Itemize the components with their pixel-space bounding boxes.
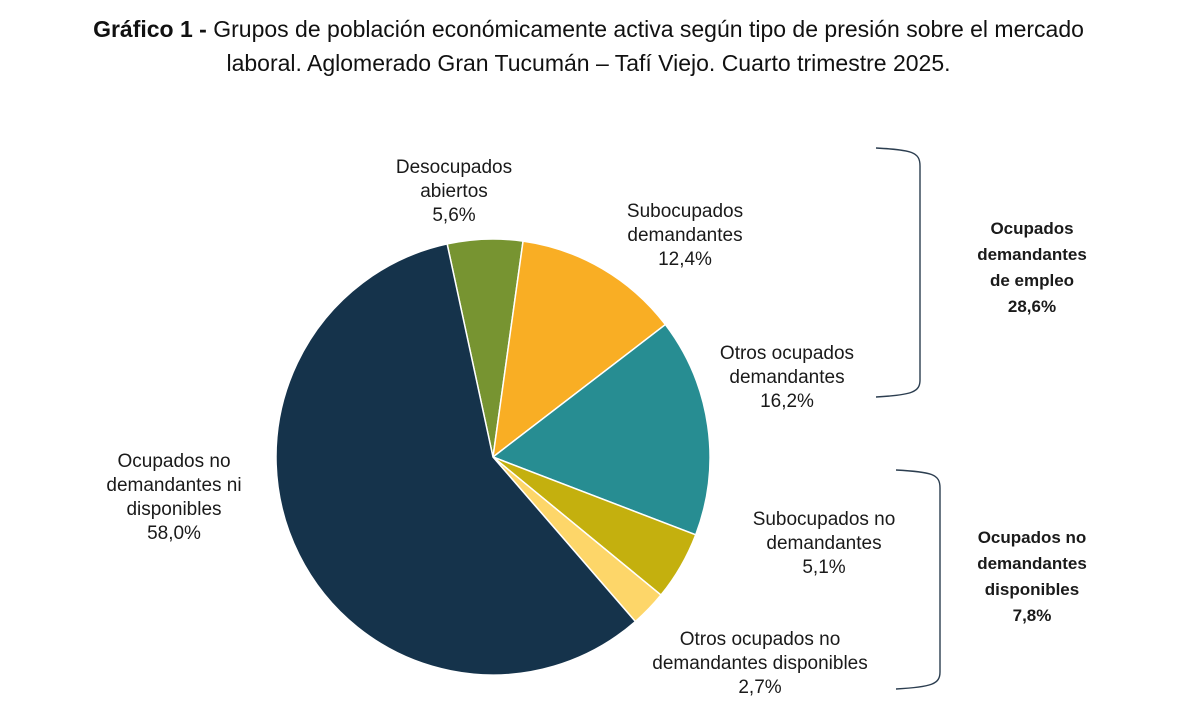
slice-name-line: demandantes xyxy=(766,533,881,554)
slice-label-3: Otros ocupados demandantes 16,2% xyxy=(720,343,854,412)
group-bracket-1 xyxy=(875,147,921,398)
slice-name-line: demandantes xyxy=(729,367,844,388)
slice-name-line: Subocupados no xyxy=(753,509,896,530)
slice-name-line: demandantes ni xyxy=(106,475,241,496)
chart-title: Gráfico 1 - Grupos de población económic… xyxy=(60,12,1117,80)
pie-slice-6 xyxy=(275,243,637,676)
slice-name-line: Otros ocupados no xyxy=(680,629,841,650)
slice-label-1: Desocupados abiertos 5,6% xyxy=(396,157,512,226)
slice-name-line: Ocupados no xyxy=(117,451,230,472)
slice-name-line: abiertos xyxy=(420,181,488,202)
slice-value-label: 58,0% xyxy=(147,523,201,544)
slice-value-label: 5,1% xyxy=(802,557,845,578)
slice-value-label: 5,6% xyxy=(432,205,475,226)
slice-name-line: disponibles xyxy=(126,499,221,520)
group-name-line: de empleo xyxy=(990,271,1074,290)
group-name-line: disponibles xyxy=(985,580,1079,599)
group-labels: Ocupados demandantes de empleo 28,6%Ocupado… xyxy=(977,219,1087,625)
slice-value-label: 12,4% xyxy=(658,249,712,270)
slice-name-line: Desocupados xyxy=(396,157,512,178)
group-name-line: demandantes xyxy=(977,554,1087,573)
chart-title-text: Grupos de población económicamente activ… xyxy=(213,16,1084,76)
slice-name-line: demandantes disponibles xyxy=(652,653,868,674)
chart-title-prefix: Gráfico 1 - xyxy=(93,16,207,42)
pie-slice-3 xyxy=(491,323,711,536)
slice-label-6: Ocupados no demandantes ni disponibles 58,0… xyxy=(106,451,241,544)
slice-name-line: Subocupados xyxy=(627,201,743,222)
group-value-label: 7,8% xyxy=(1013,606,1052,625)
slice-label-4: Subocupados no demandantes 5,1% xyxy=(753,509,896,578)
slice-label-5: Otros ocupados no demandantes disponibles… xyxy=(652,629,868,698)
slice-name-line: Otros ocupados xyxy=(720,343,854,364)
pie-slices xyxy=(275,238,711,676)
slice-value-label: 16,2% xyxy=(760,391,814,412)
group-label-1: Ocupados demandantes de empleo 28,6% xyxy=(977,219,1087,316)
pie-slice-2 xyxy=(492,240,667,459)
slice-labels: Desocupados abiertos 5,6% Subocupados demand… xyxy=(106,157,895,698)
group-label-2: Ocupados no demandantes disponibles 7,8% xyxy=(977,528,1087,625)
group-value-label: 28,6% xyxy=(1008,297,1056,316)
group-name-line: Ocupados xyxy=(990,219,1073,238)
group-name-line: Ocupados no xyxy=(978,528,1087,547)
group-brackets xyxy=(875,147,941,690)
slice-label-2: Subocupados demandantes 12,4% xyxy=(627,201,743,270)
slice-name-line: demandantes xyxy=(627,225,742,246)
slice-value-label: 2,7% xyxy=(738,677,781,698)
group-name-line: demandantes xyxy=(977,245,1087,264)
group-bracket-2 xyxy=(895,469,941,690)
